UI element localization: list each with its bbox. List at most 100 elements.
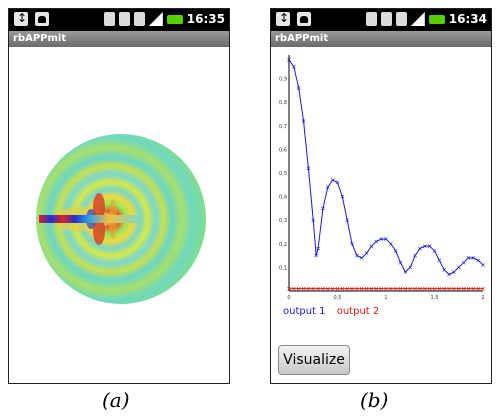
data-point — [442, 286, 447, 291]
data-point — [452, 286, 456, 291]
data-point — [456, 265, 461, 270]
data-point — [292, 286, 296, 291]
data-point — [296, 286, 301, 291]
sd-card-icon — [103, 12, 115, 26]
data-point — [316, 286, 320, 291]
data-point — [355, 253, 359, 258]
data-point — [481, 263, 485, 267]
data-point — [471, 256, 476, 260]
data-point — [418, 286, 422, 291]
output-plot: 0,1 0,2 0,3 0,4 0,5 0,6 0,7 0,8 0,9 0 0,5 1 1,5 2 — [279, 55, 485, 301]
data-point — [311, 286, 316, 291]
data-point — [384, 286, 388, 291]
signal-icon — [148, 12, 163, 26]
usb-icon — [14, 11, 28, 26]
series-line-1 — [288, 59, 484, 276]
data-point — [432, 249, 437, 253]
data-point — [437, 286, 442, 291]
data-point — [306, 286, 311, 291]
data-point — [340, 194, 345, 199]
data-point — [466, 256, 471, 260]
app-title-bar: rbAPPmit — [271, 31, 491, 47]
data-point — [292, 64, 296, 69]
data-point — [364, 286, 369, 291]
x-tick-label: 1,5 — [431, 295, 439, 301]
visualize-button[interactable]: Visualize — [278, 345, 350, 375]
data-point — [403, 286, 408, 291]
data-point — [447, 286, 451, 291]
data-point — [321, 286, 325, 291]
data-icon — [133, 12, 145, 26]
plot-legend: output 1 output 2 — [283, 306, 387, 317]
data-point — [471, 286, 476, 291]
status-bar: 16:34 — [271, 9, 491, 31]
data-point — [413, 286, 417, 291]
data-point — [408, 265, 413, 270]
data-icon — [395, 12, 407, 26]
data-point — [345, 218, 350, 223]
data-point — [359, 256, 364, 260]
data-point — [350, 286, 354, 291]
x-tick-label: 2 — [481, 295, 484, 301]
caption-b: (b) — [360, 388, 389, 412]
data-point — [379, 237, 383, 241]
data-point — [374, 286, 379, 291]
data-point — [369, 244, 374, 248]
data-point — [301, 119, 306, 123]
data-point — [296, 86, 301, 90]
data-point — [466, 286, 471, 291]
data-point — [422, 244, 427, 248]
data-point — [398, 286, 403, 291]
y-tick-label: 0,8 — [279, 100, 287, 106]
data-point — [345, 286, 350, 291]
data-point — [311, 218, 316, 223]
android-debug-icon — [35, 12, 50, 26]
clock: 16:35 — [186, 12, 225, 26]
y-tick-label: 0,3 — [279, 218, 287, 224]
data-point — [403, 270, 408, 274]
y-tick-label: 0,4 — [279, 195, 287, 201]
sd-card-icon — [365, 12, 377, 26]
data-point — [364, 251, 369, 256]
data-point — [340, 286, 345, 291]
usb-icon — [276, 11, 290, 26]
data-point — [389, 241, 393, 246]
y-tick-label: 0,7 — [279, 124, 287, 130]
data-point — [330, 286, 335, 291]
data-point — [350, 241, 354, 246]
data-point — [369, 286, 374, 291]
data-point — [437, 258, 442, 263]
y-tick-label: 0,1 — [279, 265, 287, 271]
data-point — [314, 253, 318, 258]
data-point — [393, 249, 398, 253]
data-point — [461, 286, 466, 291]
data-point — [355, 286, 359, 291]
phone-screen-a: 16:35 rbAPPmit — [8, 8, 230, 384]
vibrate-icon — [118, 12, 130, 26]
data-point — [413, 253, 417, 258]
y-tick-label: 0,9 — [279, 77, 287, 83]
wave-source-beam — [39, 215, 139, 223]
y-tick-label: 0,5 — [279, 171, 287, 177]
data-point — [287, 57, 291, 62]
data-point — [325, 185, 330, 189]
phone-screen-b: 16:34 rbAPPmit 0,10,20,30,40,50,60,70,80… — [270, 8, 492, 384]
data-point — [287, 286, 291, 291]
wave-simulation-view — [36, 134, 206, 304]
x-tick-label: 1 — [384, 295, 387, 301]
app-title-bar: rbAPPmit — [9, 31, 229, 47]
data-point — [432, 286, 437, 291]
y-tick-label: 0,6 — [279, 147, 287, 153]
data-point — [321, 206, 325, 211]
data-point — [456, 286, 461, 291]
data-point — [427, 244, 432, 248]
android-debug-icon — [297, 12, 312, 26]
data-point — [461, 260, 466, 265]
data-point — [359, 286, 364, 291]
data-point — [316, 246, 320, 251]
legend-output-2: output 2 — [336, 306, 380, 317]
data-point — [418, 246, 422, 251]
data-point — [408, 286, 413, 291]
data-point — [374, 239, 379, 244]
x-tick-label: 0,5 — [334, 295, 342, 301]
